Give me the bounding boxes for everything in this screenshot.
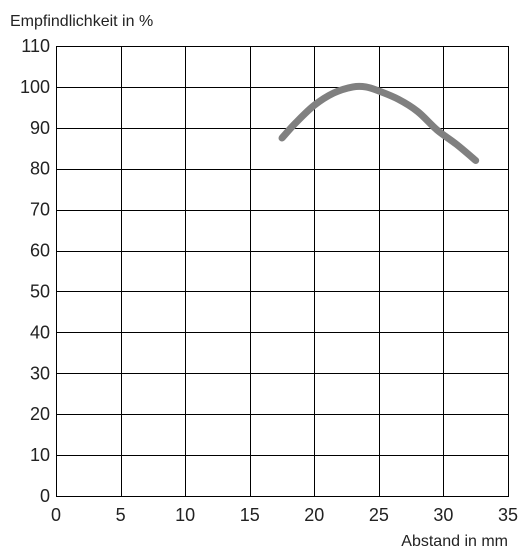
y-tick-label-0: 0 xyxy=(40,486,50,506)
x-tick-label-1: 5 xyxy=(116,505,126,525)
x-tick-label-3: 15 xyxy=(240,505,260,525)
y-tick-label-4: 40 xyxy=(30,322,50,342)
y-tick-label-9: 90 xyxy=(30,118,50,138)
y-tick-label-7: 70 xyxy=(30,200,50,220)
x-tick-label-5: 25 xyxy=(369,505,389,525)
x-tick-label-7: 35 xyxy=(498,505,518,525)
grid xyxy=(56,46,509,497)
y-axis-label: Empfindlichkeit in % xyxy=(10,13,153,30)
y-tick-label-1: 10 xyxy=(30,445,50,465)
y-tick-label-5: 50 xyxy=(30,281,50,301)
x-tick-label-6: 30 xyxy=(433,505,453,525)
x-tick-labels: 0 5 10 15 20 25 30 35 xyxy=(51,505,518,525)
x-tick-label-2: 10 xyxy=(175,505,195,525)
x-axis-label: Abstand in mm xyxy=(401,533,508,550)
y-tick-label-11: 110 xyxy=(21,36,50,56)
y-tick-label-2: 20 xyxy=(30,404,50,424)
y-tick-label-8: 80 xyxy=(30,159,50,179)
y-tick-label-3: 30 xyxy=(30,363,50,383)
x-tick-label-0: 0 xyxy=(51,505,61,525)
plot-area-border xyxy=(56,46,509,497)
series-line-0 xyxy=(278,82,480,164)
y-tick-label-10: 100 xyxy=(20,77,50,97)
y-tick-label-6: 60 xyxy=(30,241,50,261)
series-group xyxy=(278,82,480,164)
y-tick-labels: 0 10 20 30 40 50 60 70 80 90 100 110 xyxy=(20,36,50,506)
x-tick-label-4: 20 xyxy=(304,505,324,525)
